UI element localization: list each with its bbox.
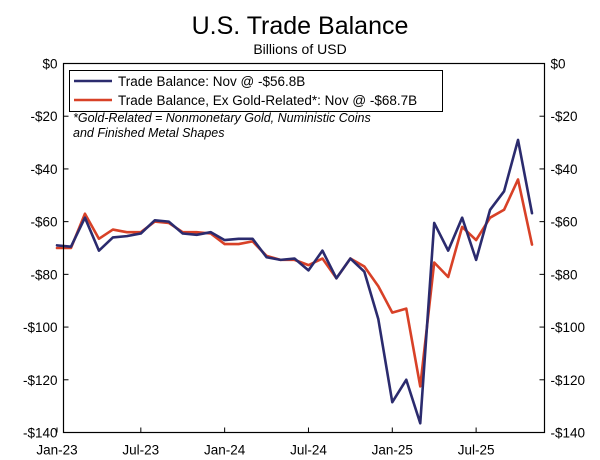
y-tick-label-left: $0 <box>42 57 57 72</box>
y-tick-label-left: -$140 <box>23 426 58 441</box>
x-tick-label: Jan-25 <box>372 443 413 458</box>
legend-label-ex-gold: Trade Balance, Ex Gold-Related*: Nov @ -… <box>118 93 417 108</box>
y-tick-label-left: -$20 <box>30 109 57 124</box>
plot-area-frame <box>62 62 546 434</box>
x-tick-label: Jul-23 <box>122 443 159 458</box>
y-tick-label-left: -$80 <box>30 267 57 282</box>
y-tick-label-right: -$40 <box>551 162 578 177</box>
series-lines <box>55 138 534 425</box>
legend: Trade Balance: Nov @ -$56.8B Trade Balan… <box>69 70 443 112</box>
y-tick-label-right: -$140 <box>551 426 586 441</box>
footnote-line-2: and Finished Metal Shapes <box>73 126 224 140</box>
y-tick-label-right: -$60 <box>551 215 578 230</box>
y-tick-label-left: -$100 <box>23 320 58 335</box>
y-tick-label-left: -$40 <box>30 162 57 177</box>
y-tick-label-right: -$120 <box>551 373 586 388</box>
x-axis-ticks: Jan-23 Jul-23 Jan-24 Jul-24 Jan-25 Jul-25 <box>36 427 495 458</box>
series-line-trade-balance <box>55 138 534 425</box>
y-tick-label-left: -$60 <box>30 215 57 230</box>
chart-subtitle: Billions of USD <box>253 41 347 57</box>
footnote-line-1: *Gold-Related = Nonmonetary Gold, Numini… <box>73 111 371 125</box>
series-line-ex-gold <box>55 178 534 388</box>
y-tick-label-left: -$120 <box>23 373 58 388</box>
chart-title: U.S. Trade Balance <box>191 12 409 40</box>
y-tick-label-right: $0 <box>551 57 566 72</box>
y-tick-label-right: -$80 <box>551 267 578 282</box>
y-tick-label-right: -$100 <box>551 320 586 335</box>
x-tick-label: Jul-24 <box>290 443 327 458</box>
x-tick-label: Jan-23 <box>36 443 77 458</box>
x-tick-label: Jul-25 <box>458 443 495 458</box>
x-tick-label: Jan-24 <box>204 443 246 458</box>
legend-label-trade-balance: Trade Balance: Nov @ -$56.8B <box>118 74 305 89</box>
legend-box <box>69 70 443 112</box>
y-axis-ticks: $0 $0 -$20 -$20 -$40 -$40 -$60 -$60 -$80 -$80 -$10… <box>23 57 585 441</box>
y-tick-label-right: -$20 <box>551 109 578 124</box>
